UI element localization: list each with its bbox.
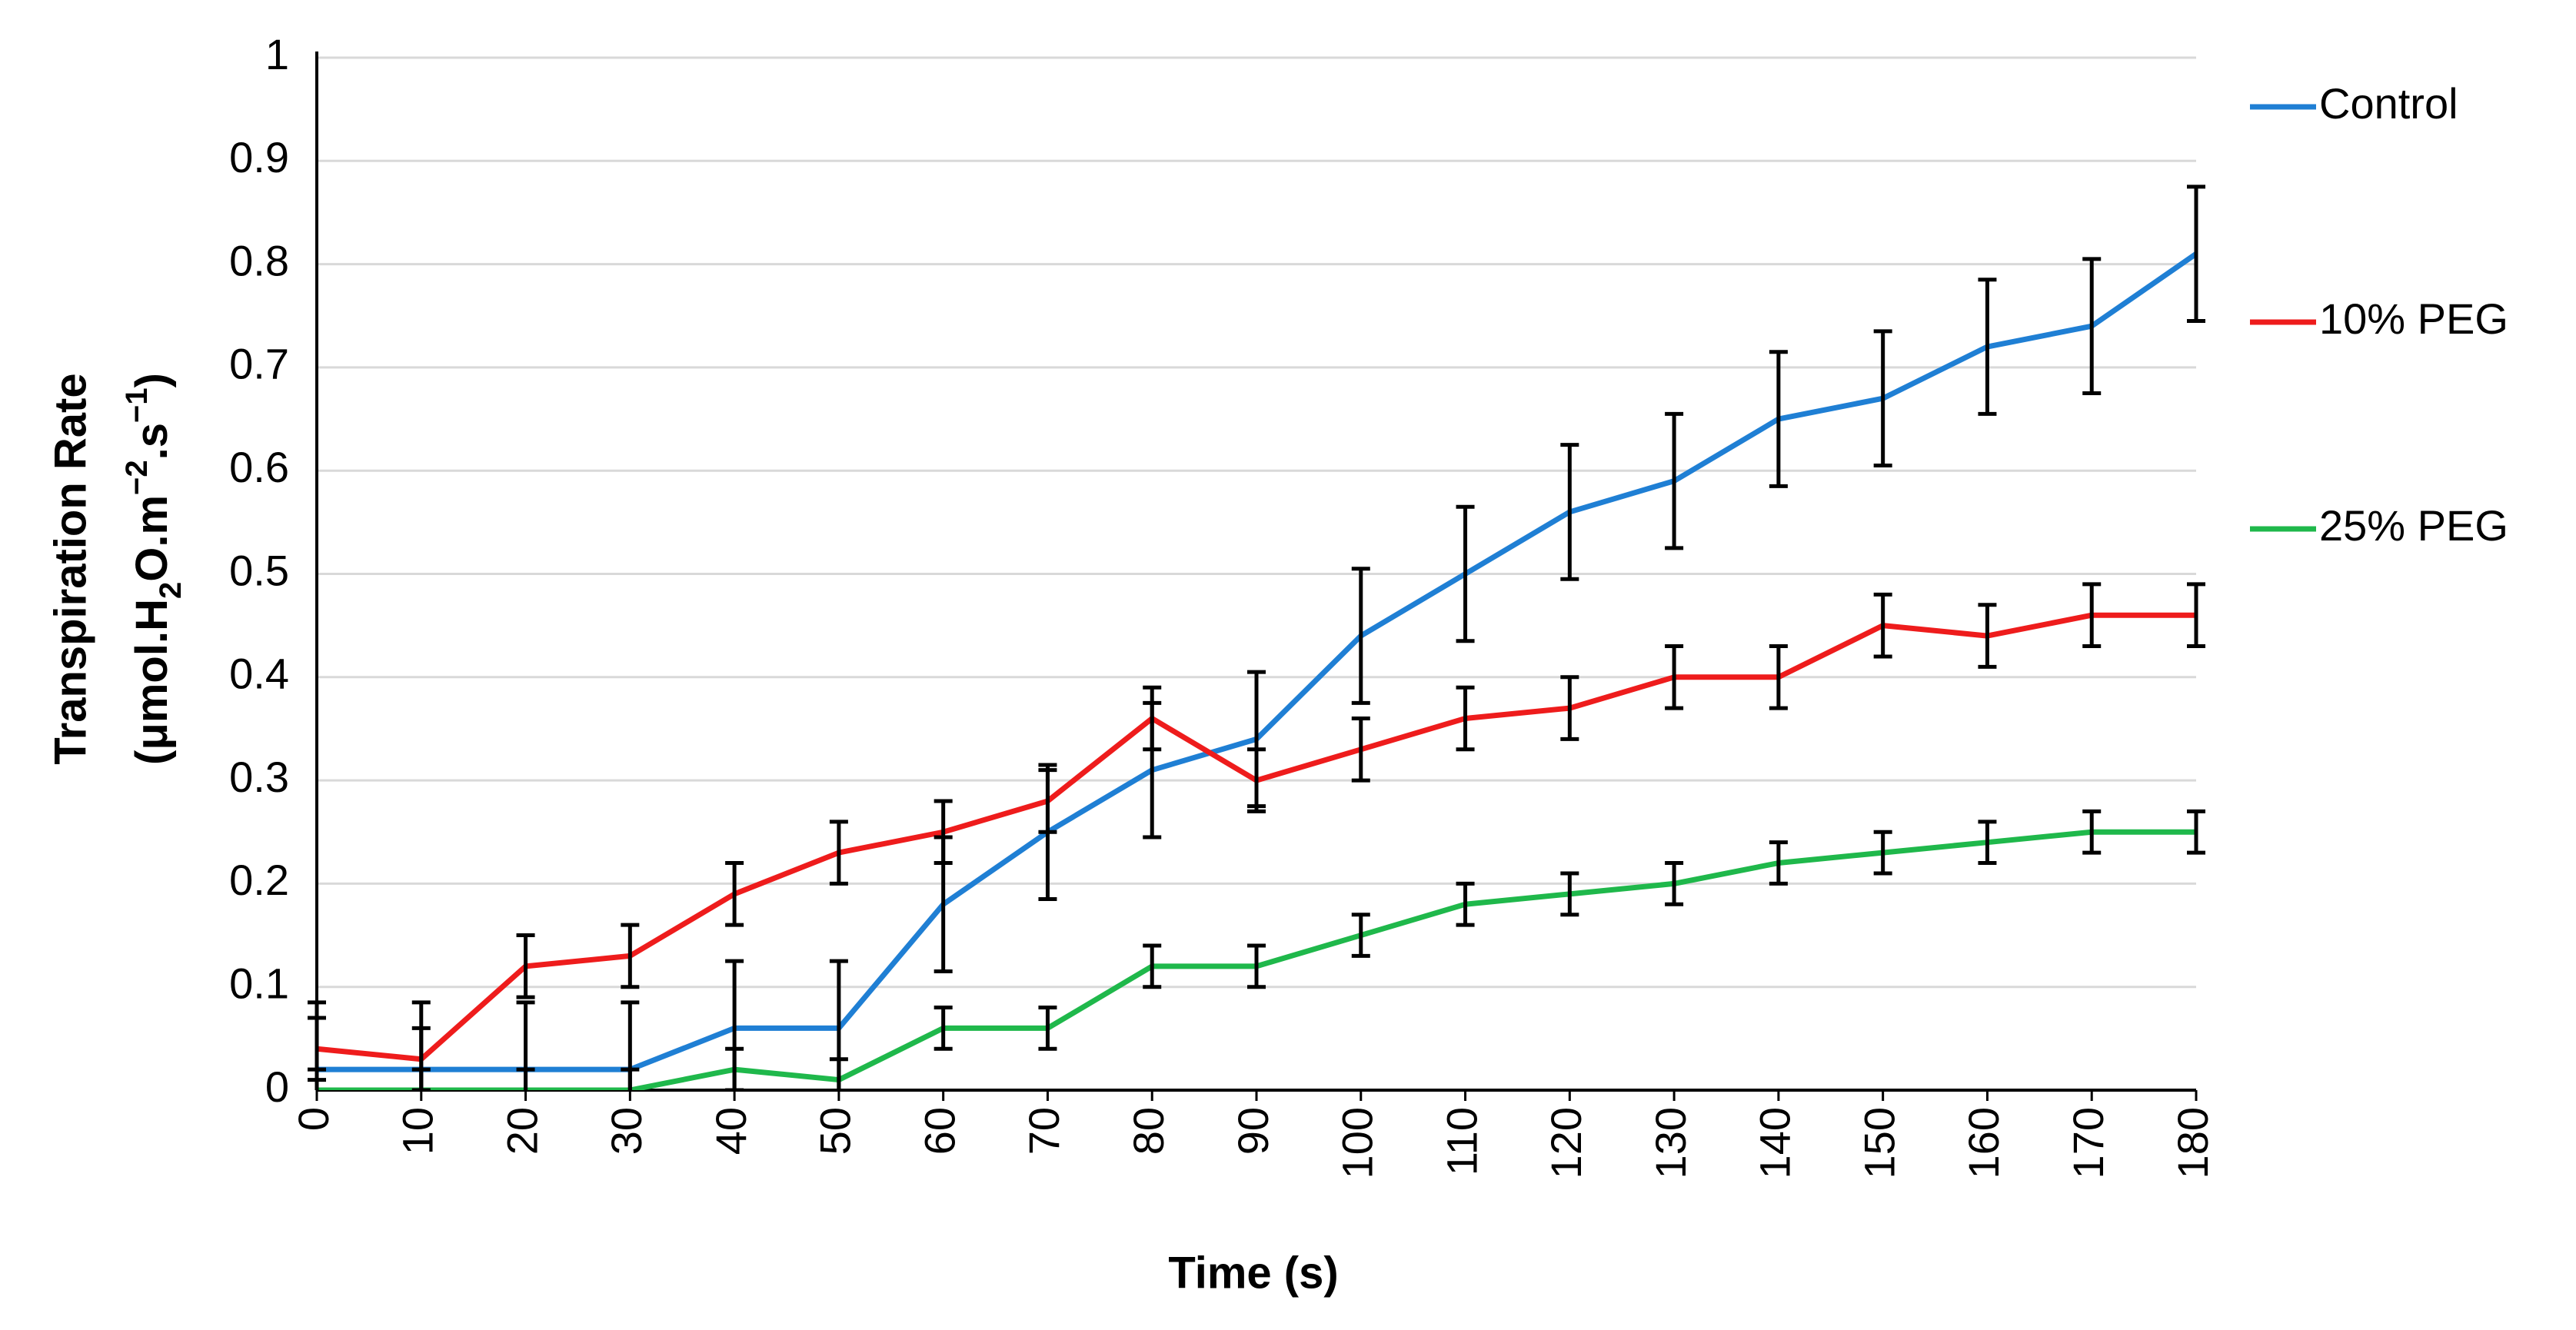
legend-label: Control [2319,79,2458,128]
error-bar [1143,685,1162,752]
error-bar [1351,567,1370,705]
x-tick-label: 100 [1333,1107,1382,1179]
error-bar [2082,257,2102,395]
x-tick-label: 120 [1542,1107,1590,1179]
error-bar [1665,861,1684,906]
y-unit-part: −2 [120,460,154,495]
x-tick-label: 150 [1855,1107,1903,1179]
error-bar [1038,1006,1057,1051]
error-bar [1978,278,1997,416]
error-bar [1560,443,1579,581]
x-tick-label: 170 [2064,1107,2112,1179]
error-bar [725,1046,744,1090]
y-axis-unit: (μmol.H2O.m−2.s−1) [120,373,188,765]
error-bar [1665,644,1684,710]
error-bar [621,923,640,989]
error-bar [1665,411,1684,550]
error-bar [1873,592,1892,659]
error-bar [1143,943,1162,989]
error-bar [1456,685,1475,752]
y-tick-label: 0 [265,1062,289,1111]
x-tick-label: 10 [394,1107,442,1155]
error-bar [2082,809,2102,855]
error-bar [1351,913,1370,958]
x-tick-label: 50 [811,1107,860,1155]
x-tick-label: 90 [1229,1107,1277,1155]
error-bar [1978,820,1997,866]
error-bar [1769,840,1788,886]
y-unit-part: ) [127,373,177,387]
error-bar [2187,185,2205,323]
error-bar [1873,830,1892,876]
legend-label: 10% PEG [2319,294,2508,343]
x-axis-title: Time (s) [1168,1248,1338,1298]
error-bar [725,861,744,927]
error-bar [934,1006,953,1051]
y-tick-label: 0.6 [229,443,289,491]
error-bar [1769,644,1788,710]
y-tick-label: 0.3 [229,753,289,801]
x-tick-label: 20 [498,1107,546,1155]
y-unit-part: O.m [127,495,177,582]
x-tick-label: 160 [1959,1107,2008,1179]
error-bar [1978,603,1997,669]
error-bar [516,933,535,999]
plot-area [308,185,2205,1090]
error-bar [1456,504,1475,643]
x-tick-label: 0 [289,1107,338,1131]
y-tick-label: 0.2 [229,856,289,904]
y-tick-label: 0.7 [229,340,289,388]
error-bar [1769,350,1788,488]
error-bar [1560,675,1579,741]
y-axis-title: Transpiration Rate (μmol.H2O.m−2.s−1) [45,373,187,765]
y-unit-part: (μmol.H [127,599,177,765]
x-tick-label: 40 [707,1107,755,1155]
y-tick-label: 0.4 [229,650,289,698]
y-tick-label: 0.5 [229,546,289,594]
y-unit-part: −1 [120,387,154,423]
error-bar [829,1057,848,1090]
error-bar [1038,768,1057,834]
x-tick-label: 80 [1124,1107,1173,1155]
legend-label: 25% PEG [2319,501,2508,550]
y-tick-label: 0.9 [229,133,289,181]
x-tick-label: 180 [2168,1107,2217,1179]
y-axis-title-line: Transpiration Rate [45,373,95,764]
x-tick-label: 30 [602,1107,651,1155]
error-bar [1456,881,1475,927]
x-tick-label: 110 [1437,1107,1486,1175]
y-unit-part: 2 [154,582,188,599]
error-bar [829,820,848,886]
x-tick-label: 140 [1751,1107,1799,1179]
error-bar [516,1067,535,1090]
error-bar [1247,943,1266,989]
y-tick-label: 1 [265,30,289,78]
error-bar [934,799,953,866]
error-bar [2187,582,2205,649]
error-bar [1247,747,1266,813]
error-bar [411,1067,431,1090]
y-unit-part: .s [127,423,177,460]
error-bar [2082,582,2102,649]
error-bar [308,1067,326,1090]
y-tick-label: 0.1 [229,959,289,1007]
x-tick-label: 60 [915,1107,964,1155]
error-bar [1873,329,1892,467]
y-tick-label: 0.8 [229,236,289,284]
x-tick-label: 130 [1646,1107,1695,1179]
x-tick-label: 70 [1020,1107,1068,1155]
error-bar [2187,809,2205,855]
error-bar [1560,871,1579,917]
error-bar [1351,717,1370,783]
error-bar [621,1067,640,1090]
